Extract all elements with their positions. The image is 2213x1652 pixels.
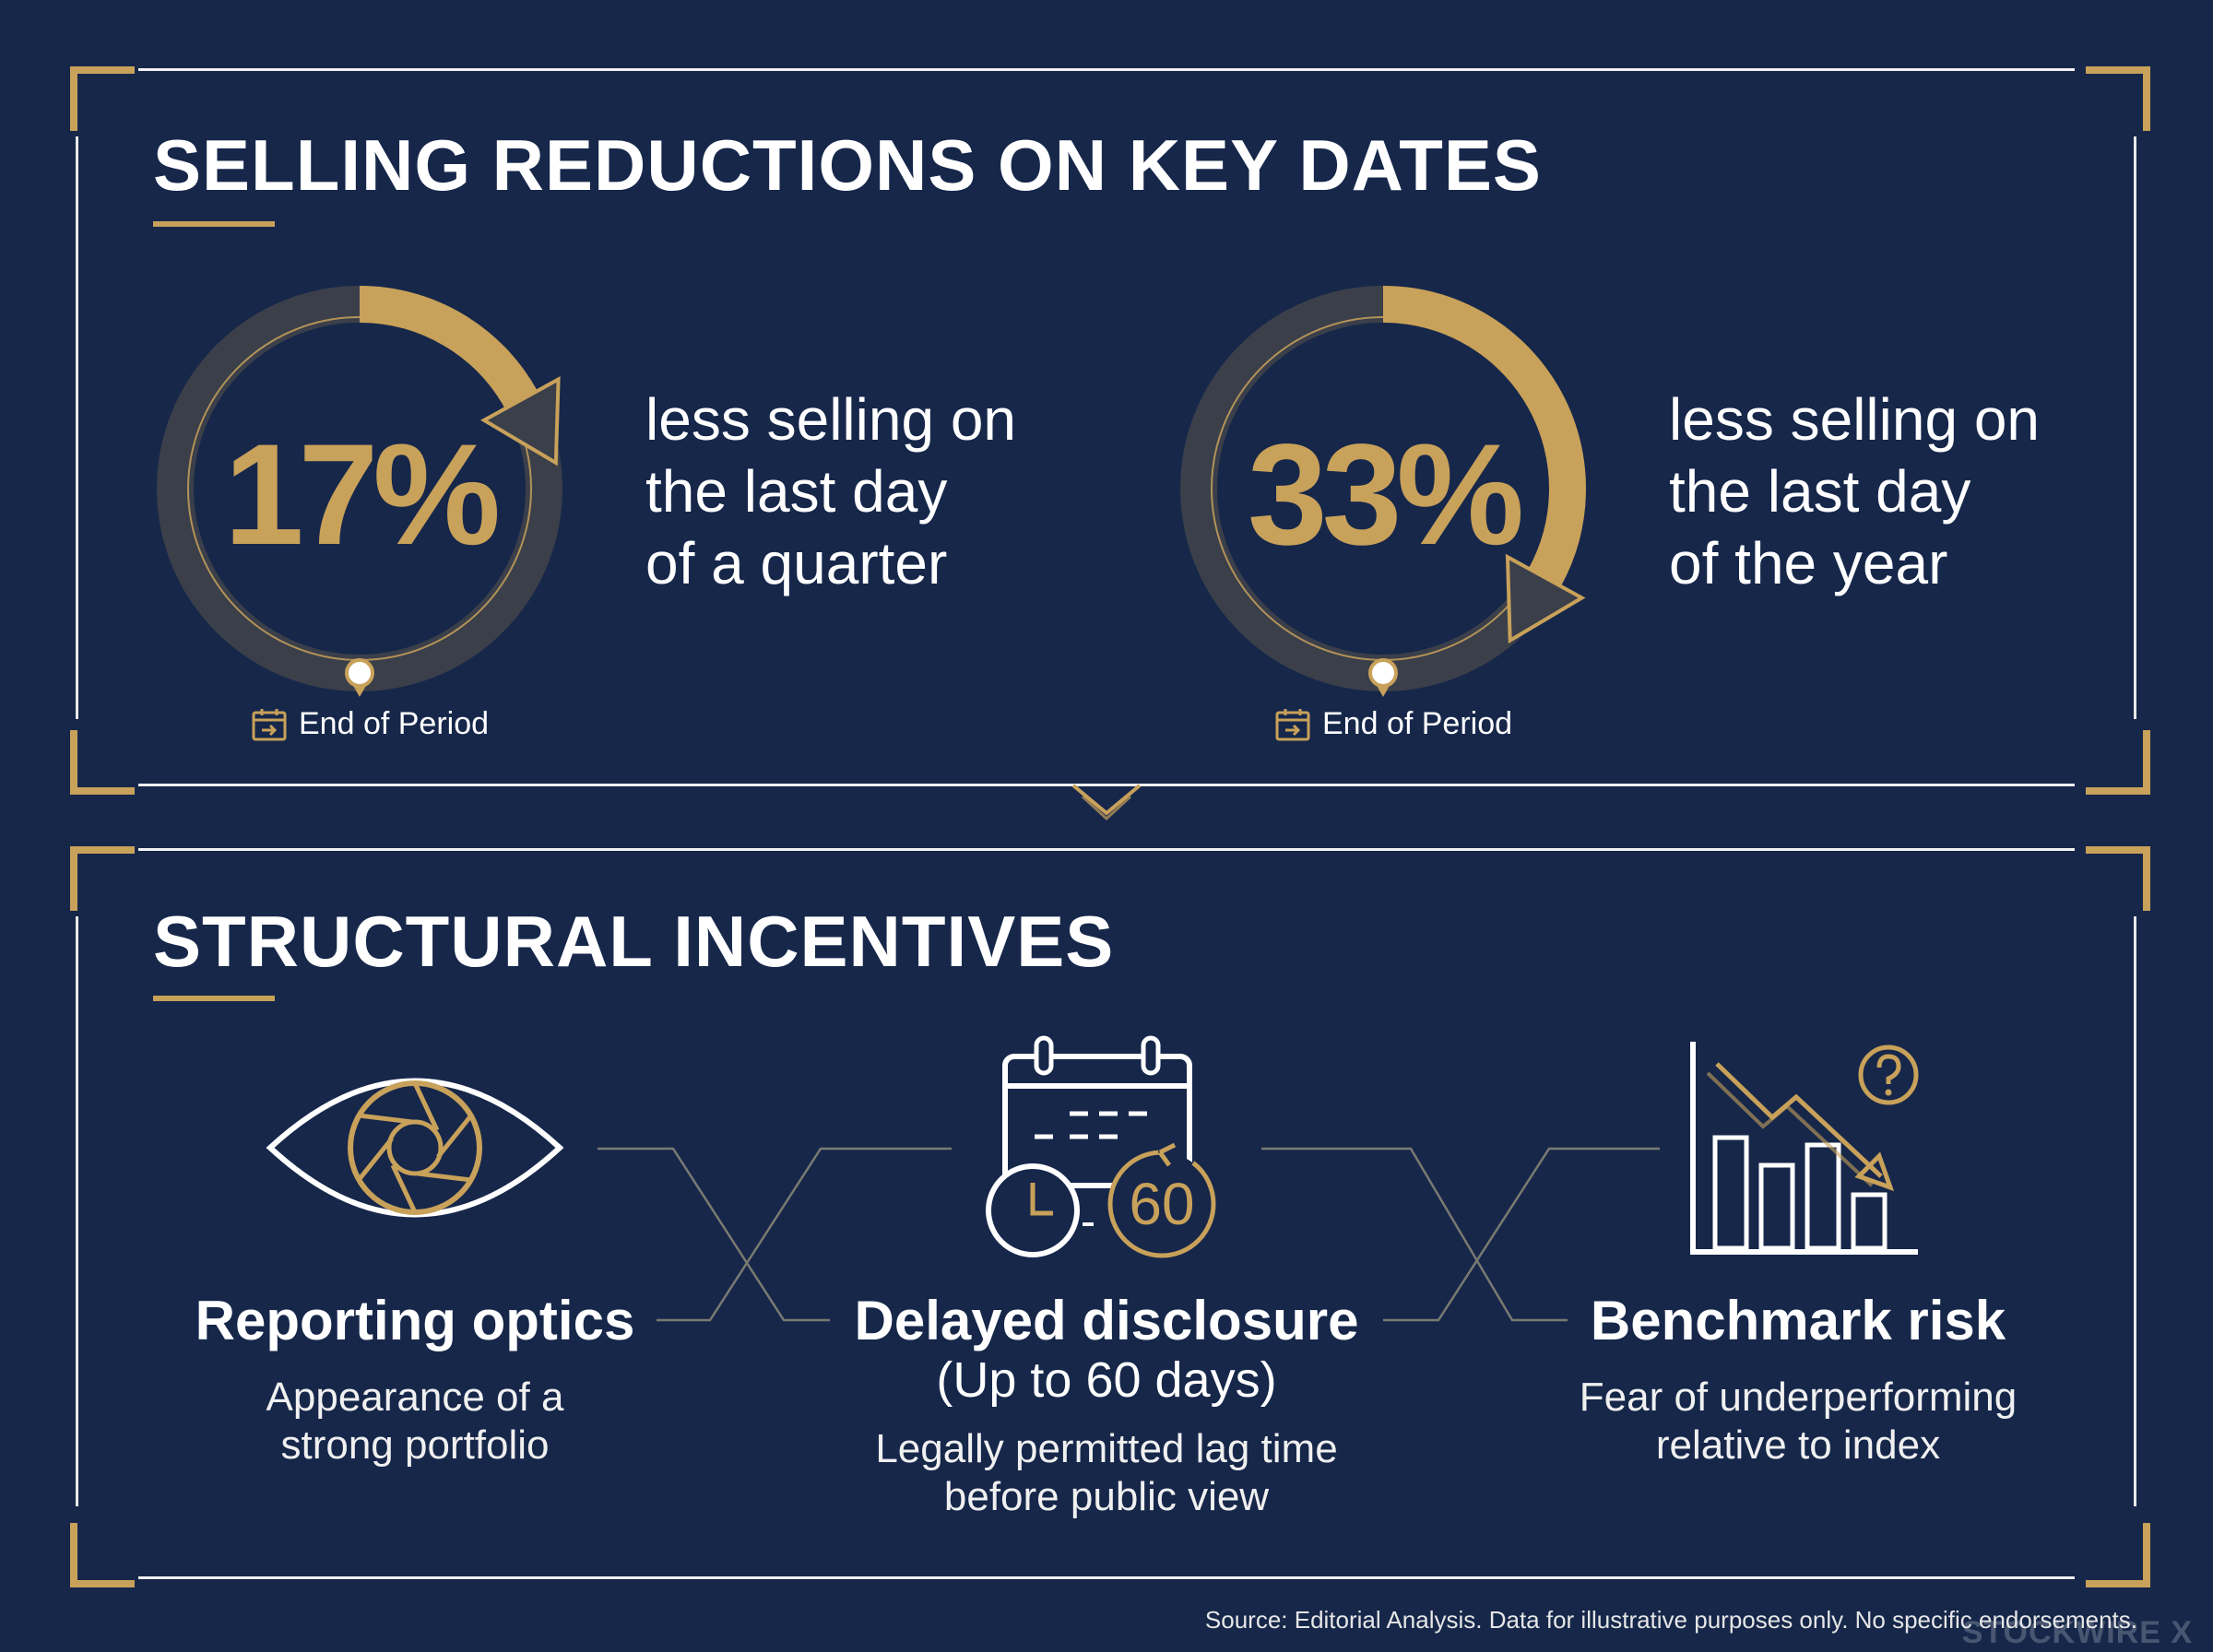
panel1-corner-tr <box>2086 66 2150 131</box>
calendar-clock-icon: 60 <box>986 1035 1216 1258</box>
section2-title-underline <box>153 996 275 1001</box>
card3-description: Fear of underperforming relative to inde… <box>1521 1374 2075 1469</box>
card3-title: Benchmark risk <box>1590 1290 2006 1351</box>
calendar-countdown-text: 60 <box>1129 1171 1194 1237</box>
panel2-corner-bl <box>70 1523 135 1587</box>
card2-description-line1: Legally permitted lag time <box>875 1426 1338 1471</box>
panel1-bottom-border <box>138 784 2075 786</box>
card1-title: Reporting optics <box>195 1290 635 1351</box>
section1-title-underline <box>153 221 275 227</box>
card3-description-line2: relative to index <box>1655 1422 1941 1468</box>
card1-description-line1: Appearance of a <box>266 1375 564 1420</box>
card2-title: Delayed disclosure <box>854 1290 1359 1351</box>
stat2-description: less selling on the last day of the year <box>1669 384 2040 599</box>
panel2-corner-br <box>2086 1523 2150 1587</box>
footer-source: Source: Editorial Analysis. Data for ill… <box>1204 1606 2137 1634</box>
stat2-description-line3: of the year <box>1669 530 1948 596</box>
stat1-description-line1: less selling on <box>645 386 1016 453</box>
panel2-corner-tr <box>2086 846 2150 911</box>
section1-title: SELLING REDUCTIONS ON KEY DATES <box>153 124 1542 206</box>
card2-description-line2: before public view <box>943 1474 1270 1519</box>
eye-aperture-icon <box>266 1078 564 1218</box>
section2-title: STRUCTURAL INCENTIVES <box>153 901 1115 982</box>
stat2-progress-ring: 33% <box>1180 286 1586 697</box>
stat1-description-line2: the last day <box>645 458 948 525</box>
panel1-left-border <box>76 136 78 719</box>
panel2-corner-tl <box>70 846 135 911</box>
stat1-period-label: End of Period <box>299 706 490 741</box>
stat1-down-arrow <box>479 376 561 466</box>
card1-description: Appearance of a strong portfolio <box>157 1374 673 1469</box>
card3-description-line1: Fear of underperforming <box>1579 1375 2018 1420</box>
panel1-top-border <box>138 68 2075 71</box>
panel1-right-border <box>2134 136 2136 719</box>
stat1-progress-arc <box>359 286 538 409</box>
panel2-top-border <box>138 848 2075 851</box>
stat2-description-line2: the last day <box>1669 458 1971 525</box>
stat1-description: less selling on the last day of a quarte… <box>645 384 1016 599</box>
stat2-percent: 33% <box>1248 415 1521 575</box>
declining-chart-icon <box>1690 1042 1919 1255</box>
stat1-calendar-icon <box>252 709 287 741</box>
stat2-calendar-icon <box>1275 709 1310 741</box>
card1-description-line2: strong portfolio <box>280 1422 550 1468</box>
panel2-right-border <box>2134 916 2136 1506</box>
panel2-left-border <box>76 916 78 1506</box>
watermark-logo: STOCKWIRE X <box>1961 1615 2193 1650</box>
panel1-corner-bl <box>70 730 135 795</box>
card2-subtitle: (Up to 60 days) <box>936 1352 1277 1408</box>
stat2-period-label: End of Period <box>1322 706 1513 741</box>
panel1-corner-br <box>2086 730 2150 795</box>
stat1-progress-ring: 17% <box>157 286 562 697</box>
panel1-corner-tl <box>70 66 135 131</box>
stat2-down-arrow <box>1505 553 1586 644</box>
card2-description: Legally permitted lag time before public… <box>811 1425 1402 1521</box>
chevron-down-icon <box>1071 784 1142 821</box>
stat1-percent: 17% <box>224 415 498 575</box>
panel2-bottom-border <box>138 1576 2075 1579</box>
stat2-description-line1: less selling on <box>1669 386 2040 453</box>
stat2-progress-arc <box>1382 286 1586 586</box>
stat1-description-line3: of a quarter <box>645 530 948 596</box>
